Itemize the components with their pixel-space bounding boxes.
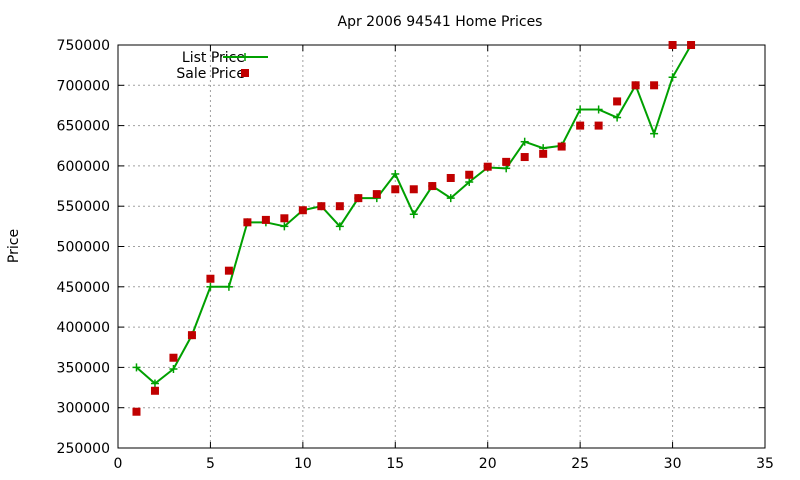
legend-marker [241, 69, 249, 77]
sale-price-point [594, 121, 603, 130]
x-tick-label: 30 [664, 456, 682, 472]
list-price-point [150, 379, 159, 388]
sale-price-point [539, 149, 548, 158]
sale-price-point [687, 41, 696, 49]
x-tick-label: 25 [571, 456, 589, 472]
chart-title: Apr 2006 94541 Home Prices [338, 14, 543, 30]
sale-price-point [631, 81, 640, 90]
sale-price-point [132, 407, 141, 416]
list-price-point [613, 113, 622, 122]
axis-ticks: 0 5 10 15 20 25 30 35 250000 300000 350000 400000 45… [57, 38, 774, 472]
list-price-point [465, 178, 474, 187]
sale-price-point [298, 206, 307, 215]
sale-price-point [391, 185, 400, 194]
y-tick-label: 250000 [57, 441, 110, 457]
x-tick-label: 20 [479, 456, 497, 472]
y-tick-label: 400000 [57, 320, 110, 336]
sale-price-point [150, 386, 159, 395]
y-tick-label: 700000 [57, 78, 110, 94]
y-tick-label: 450000 [57, 280, 110, 296]
list-price-point [409, 210, 418, 219]
sale-price-point [613, 97, 622, 106]
list-price-point [576, 105, 585, 114]
y-tick-label: 350000 [57, 360, 110, 376]
y-axis-label: Price [6, 229, 22, 263]
sale-price-point [354, 194, 363, 203]
sale-price-point [206, 274, 215, 283]
sale-price-point [576, 121, 585, 130]
y-tick-label: 650000 [57, 119, 110, 135]
sale-price-point [520, 153, 529, 162]
sale-price-point [317, 202, 326, 211]
list-price-point [520, 137, 529, 146]
sale-price-point [409, 185, 418, 194]
y-tick-label: 300000 [57, 401, 110, 417]
sale-price-point [169, 353, 178, 362]
list-price-point [280, 222, 289, 231]
sale-price-point [372, 190, 381, 199]
list-price-point [132, 363, 141, 372]
list-price-point [169, 365, 178, 374]
sale-price-point [224, 266, 233, 275]
sale-price-point [483, 162, 492, 171]
list-price-point [650, 129, 659, 138]
legend-label: List Price [182, 50, 245, 66]
plot-frame [117, 44, 766, 449]
sale-price-point [335, 202, 344, 211]
sale-price-point [280, 214, 289, 223]
sale-price-point [243, 218, 252, 227]
sale-price-point [668, 41, 677, 49]
x-tick-label: 0 [114, 456, 123, 472]
sale-price-point [650, 81, 659, 90]
list-price-point [391, 169, 400, 178]
legend-label: Sale Price [176, 66, 245, 82]
sale-price-point [261, 215, 270, 224]
list-price-point [446, 194, 455, 203]
y-tick-label: 500000 [57, 240, 110, 256]
x-tick-label: 5 [206, 456, 215, 472]
list-price-point [668, 73, 677, 82]
list-price-point [594, 105, 603, 114]
x-tick-label: 35 [756, 456, 774, 472]
x-tick-label: 15 [386, 456, 404, 472]
y-tick-label: 600000 [57, 159, 110, 175]
grid [118, 45, 765, 448]
sale-price-point [446, 173, 455, 182]
y-tick-label: 750000 [57, 38, 110, 54]
list-price-point [206, 282, 215, 291]
list-price-point [335, 222, 344, 231]
y-tick-label: 550000 [57, 199, 110, 215]
list-price-point [224, 282, 233, 291]
legend-marker [241, 53, 249, 61]
sale-price-point [465, 170, 474, 179]
sale-price-point [502, 157, 511, 166]
sale-price-point [557, 142, 566, 151]
x-tick-label: 10 [294, 456, 312, 472]
series [132, 41, 696, 416]
sale-price-point [428, 182, 437, 191]
sale-price-point [187, 331, 196, 340]
